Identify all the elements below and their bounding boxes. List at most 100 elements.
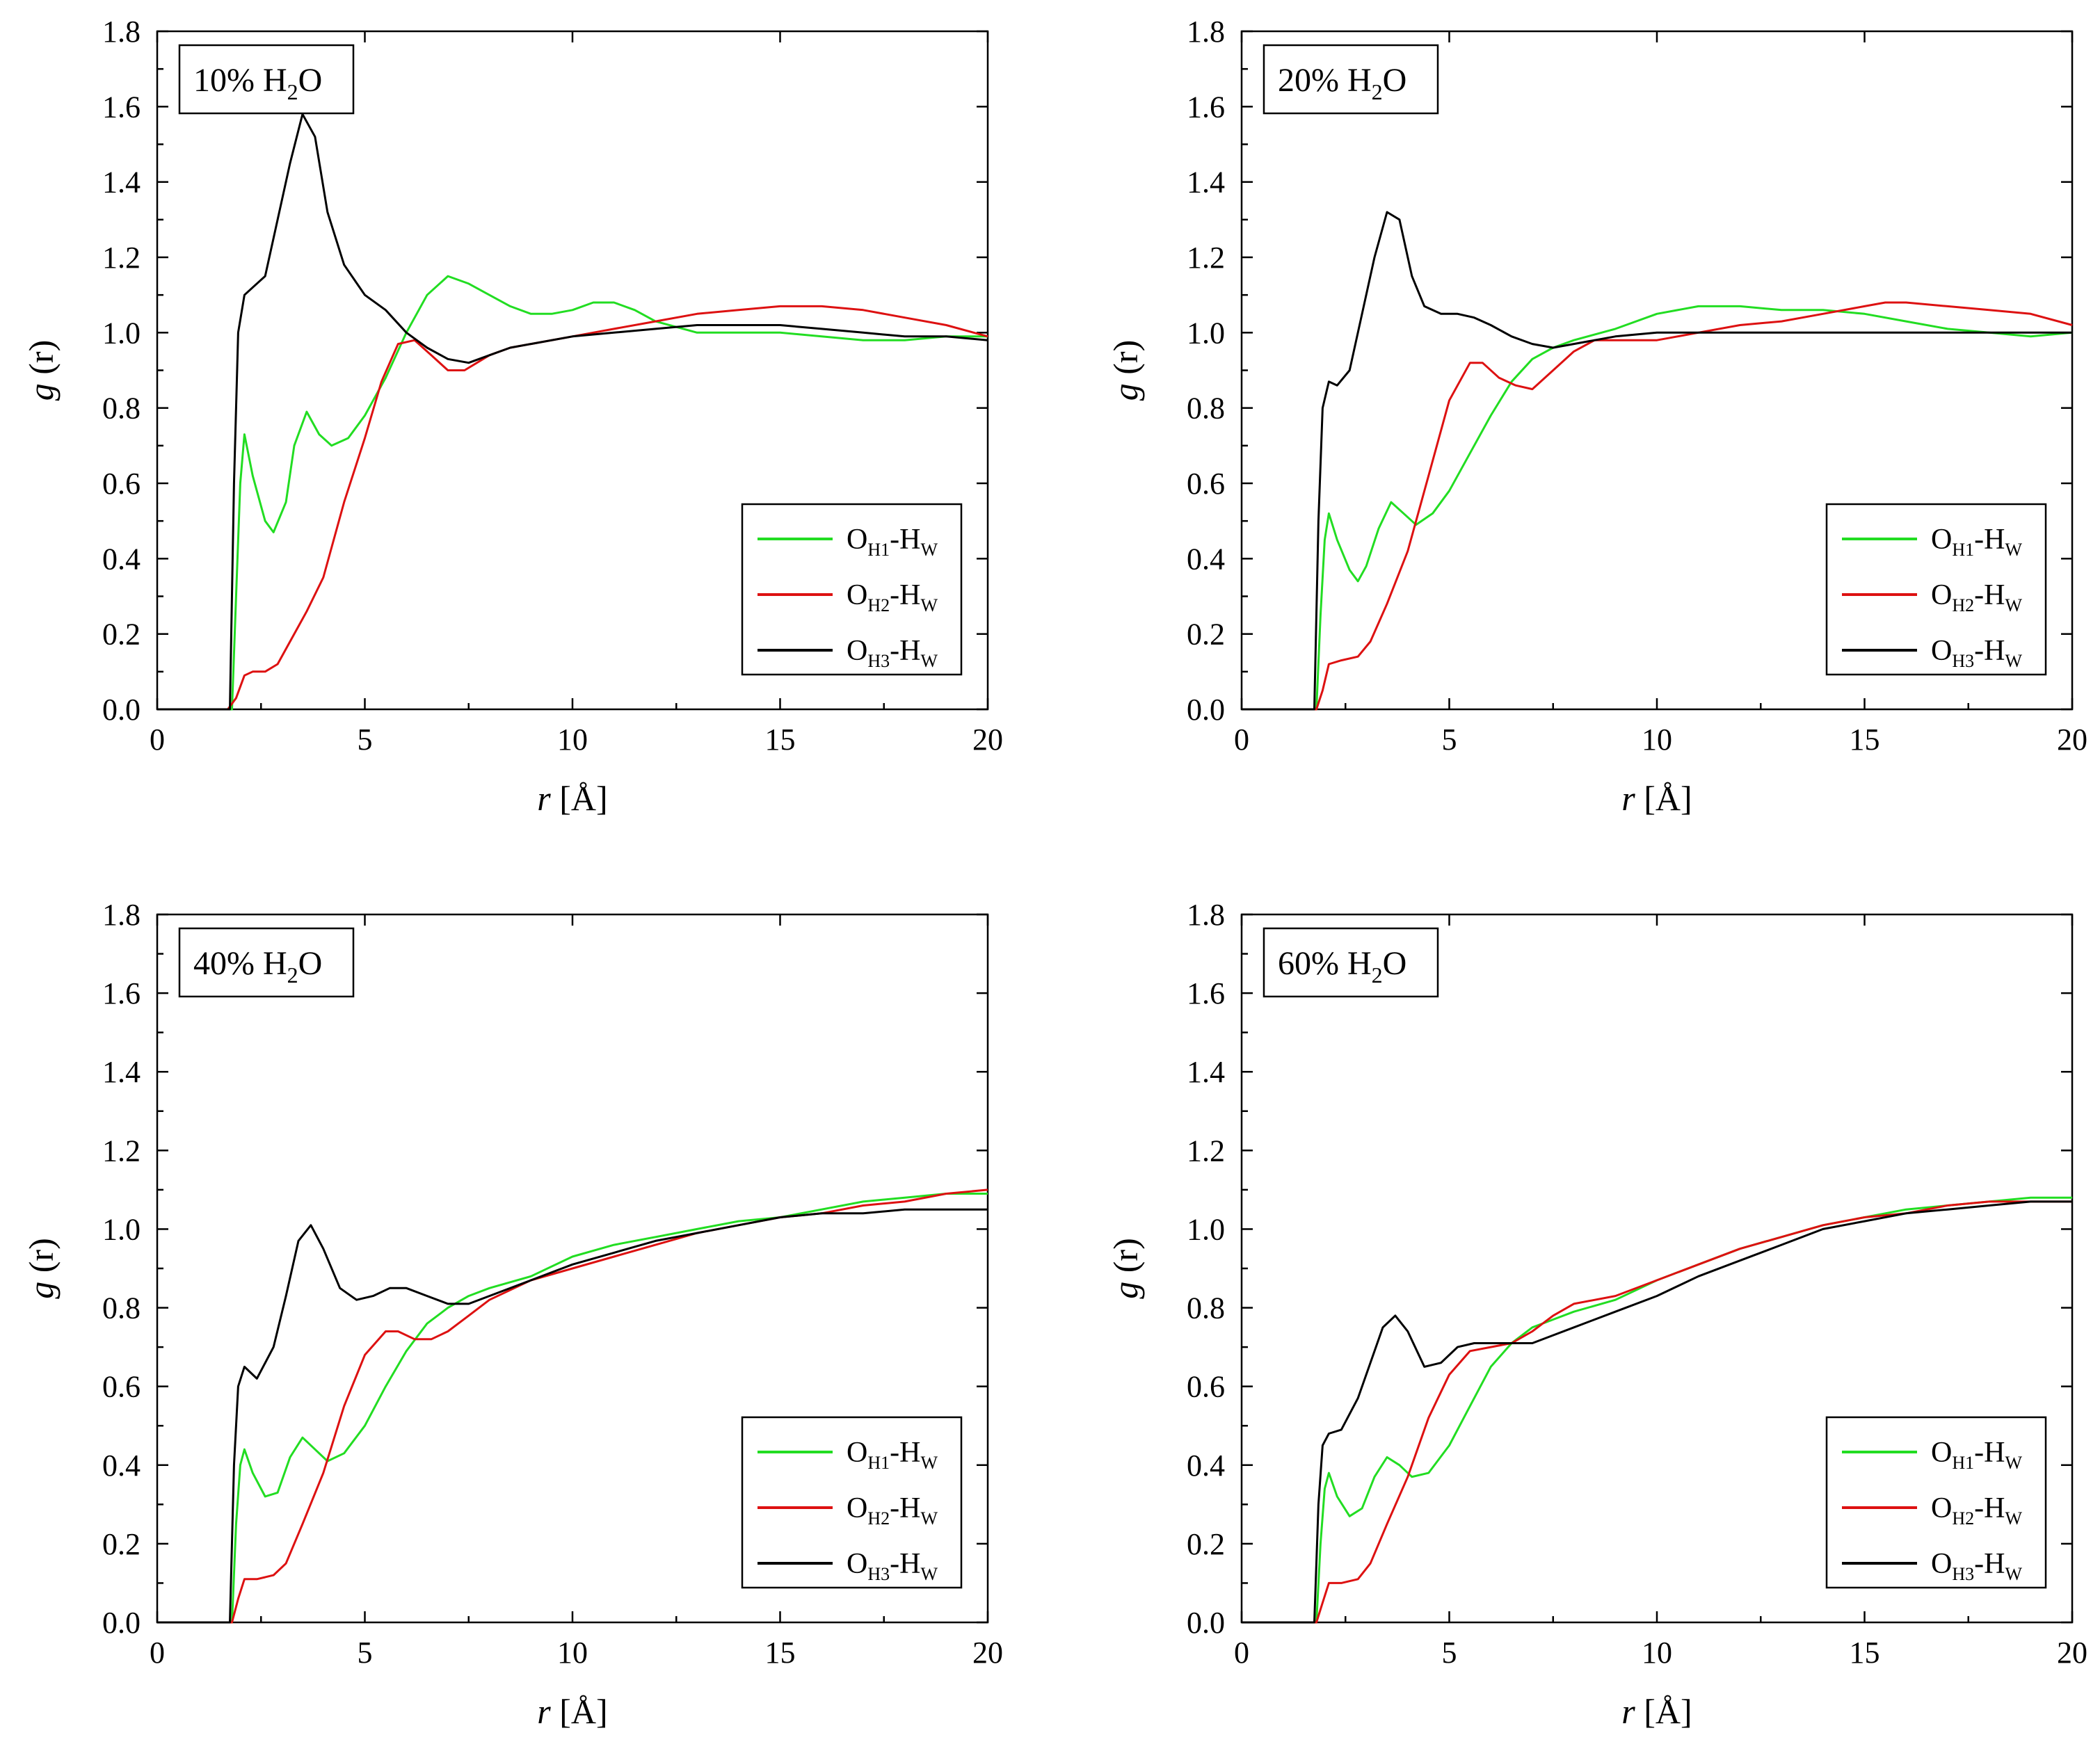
- series-line-OH1-HW: [157, 275, 988, 711]
- y-axis-label: g (r): [1106, 340, 1145, 401]
- legend-label-mid: -H: [1974, 1548, 2005, 1580]
- y-tick-label: 1.4: [1187, 166, 1225, 200]
- annotation-prefix: 40% H: [193, 945, 287, 982]
- x-tick-label: 15: [1850, 1636, 1880, 1670]
- series-line-OH3-HW: [1242, 1200, 2072, 1624]
- legend-label-sub1: H2: [867, 595, 890, 615]
- y-tick-label: 0.4: [102, 1449, 141, 1483]
- x-tick-label: 10: [1642, 1636, 1672, 1670]
- y-tick-label: 0.0: [102, 693, 141, 727]
- x-axis-label: r [Å]: [1621, 1692, 1692, 1731]
- x-tick-label: 20: [2057, 1636, 2087, 1670]
- x-tick-label: 20: [972, 1636, 1003, 1670]
- y-tick-label: 0.6: [1187, 467, 1225, 501]
- x-axis-label-symbol: r: [1621, 779, 1635, 818]
- y-tick-label: 1.2: [102, 1134, 141, 1168]
- legend-label-main: O: [847, 524, 867, 556]
- x-axis-label: r [Å]: [537, 1692, 607, 1731]
- annotation-prefix: 60% H: [1278, 945, 1372, 982]
- series-line-OH3-HW: [157, 1208, 988, 1624]
- legend-label-mid: -H: [890, 1437, 920, 1469]
- legend-label-sub1: H2: [867, 1508, 890, 1529]
- annotation-subscript: 2: [1372, 79, 1383, 104]
- legend-label-OH3-HW: OH3-HW: [847, 635, 938, 671]
- y-axis-label-unit: (r): [1106, 340, 1145, 383]
- annotation-label: 10% H2O: [193, 62, 322, 104]
- annotation-box: [178, 44, 355, 115]
- y-tick-label: 1.0: [1187, 1212, 1225, 1246]
- annotation-box: [1263, 44, 1439, 115]
- y-tick-label: 1.8: [102, 898, 141, 932]
- legend-label-main: O: [1931, 524, 1952, 556]
- y-axis-label: g (r): [22, 1238, 61, 1298]
- series-line-OH2-HW: [1242, 301, 2073, 711]
- y-tick-label: 1.0: [1187, 316, 1225, 350]
- legend-label-sub2: W: [920, 540, 938, 560]
- legend-label-sub2: W: [920, 1508, 938, 1529]
- annotation-suffix: O: [298, 945, 323, 982]
- x-tick-label: 0: [150, 1636, 165, 1670]
- y-tick-label: 1.6: [102, 90, 141, 124]
- y-axis-label: g (r): [22, 340, 61, 401]
- x-tick-label: 0: [1234, 1636, 1249, 1670]
- x-tick-label: 20: [2057, 723, 2087, 757]
- x-axis-label-unit: [Å]: [551, 779, 608, 818]
- y-tick-label: 0.0: [1187, 693, 1225, 727]
- legend-label-sub2: W: [2005, 540, 2022, 560]
- legend-label-main: O: [1931, 635, 1952, 667]
- y-tick-label: 0.4: [1187, 1449, 1225, 1483]
- x-tick-label: 0: [150, 723, 165, 757]
- legend-label-mid: -H: [1974, 635, 2005, 667]
- legend-label-main: O: [1931, 1548, 1952, 1580]
- legend-label-sub1: H3: [867, 1564, 890, 1584]
- y-tick-label: 0.6: [102, 1370, 141, 1404]
- y-axis-label-symbol: g: [1106, 383, 1145, 401]
- y-tick-label: 1.6: [102, 976, 141, 1010]
- chart-panel-1: 0 5 10 15 20 0.0 0.2 0.4 0.6 0.8 1.0 1.2 1.4 1.6 1.8 r …: [22, 15, 1003, 818]
- series-line-OH3-HW: [1242, 211, 2072, 711]
- y-tick-label: 1.2: [102, 241, 141, 275]
- legend-label-OH1-HW: OH1-HW: [1931, 1437, 2022, 1473]
- y-axis-label-unit: (r): [1106, 1238, 1145, 1281]
- x-tick-label: 5: [1442, 1636, 1457, 1670]
- legend-label-sub2: W: [920, 651, 938, 671]
- y-tick-label: 0.8: [102, 1291, 141, 1325]
- x-tick-label: 20: [972, 723, 1003, 757]
- legend-label-mid: -H: [890, 524, 920, 556]
- y-tick-label: 0.0: [1187, 1606, 1225, 1640]
- legend-label-mid: -H: [1974, 579, 2005, 611]
- series-line-OH3-HW: [157, 113, 988, 711]
- legend-label-mid: -H: [890, 635, 920, 667]
- legend-label-OH2-HW: OH2-HW: [1931, 579, 2022, 615]
- legend-label-main: O: [847, 579, 867, 611]
- legend-label-sub1: H1: [867, 1453, 890, 1473]
- legend-label-sub2: W: [2005, 1453, 2022, 1473]
- legend-label-mid: -H: [1974, 1492, 2005, 1524]
- y-tick-label: 1.2: [1187, 1134, 1225, 1168]
- annotation-suffix: O: [1383, 62, 1407, 99]
- y-tick-label: 0.4: [102, 542, 141, 576]
- y-tick-label: 0.6: [102, 467, 141, 501]
- x-axis-label: r [Å]: [1621, 779, 1692, 818]
- y-tick-label: 0.2: [1187, 1527, 1225, 1561]
- y-axis-label-symbol: g: [1106, 1282, 1145, 1299]
- annotation-label: 20% H2O: [1278, 62, 1406, 104]
- annotation-label: 60% H2O: [1278, 945, 1406, 987]
- y-tick-label: 0.2: [102, 1527, 141, 1561]
- y-tick-label: 1.0: [102, 1212, 141, 1246]
- x-axis-label-symbol: r: [1621, 1692, 1635, 1731]
- legend-label-sub1: H2: [1952, 595, 1974, 615]
- x-axis-label-unit: [Å]: [1635, 779, 1692, 818]
- x-tick-label: 10: [1642, 723, 1672, 757]
- legend-box: [1825, 1416, 2047, 1589]
- y-tick-label: 1.0: [102, 316, 141, 350]
- legend-label-mid: -H: [1974, 524, 2005, 556]
- legend-label-OH1-HW: OH1-HW: [847, 524, 938, 560]
- y-tick-label: 1.4: [102, 166, 141, 200]
- y-tick-label: 0.8: [1187, 1291, 1225, 1325]
- x-tick-label: 5: [1442, 723, 1457, 757]
- legend-label-OH2-HW: OH2-HW: [1931, 1492, 2022, 1529]
- legend-label-OH2-HW: OH2-HW: [847, 579, 938, 615]
- y-tick-label: 0.8: [1187, 392, 1225, 426]
- x-axis-label-symbol: r: [537, 1692, 551, 1731]
